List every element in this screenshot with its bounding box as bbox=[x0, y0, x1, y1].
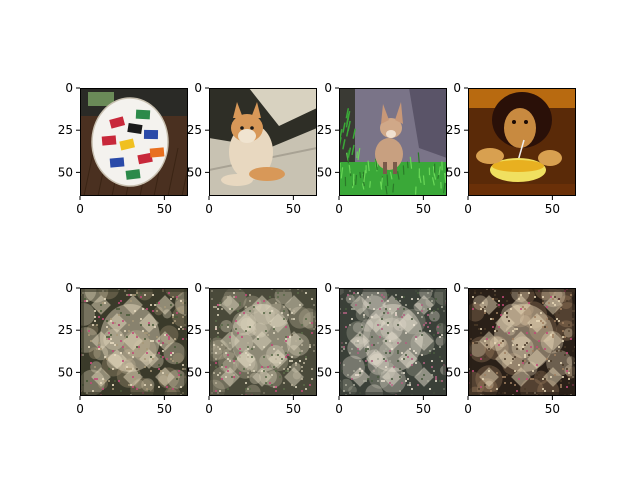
x-tick-label: 50 bbox=[416, 202, 431, 216]
subplot-1-1: 0 50 0 25 50 bbox=[80, 88, 188, 196]
y-tick-label: 50 bbox=[317, 365, 332, 379]
x-tick-label: 50 bbox=[416, 402, 431, 416]
panel-image-content bbox=[339, 88, 447, 196]
subplot-1-2: 0 50 0 25 50 bbox=[209, 88, 317, 196]
x-tick-label: 50 bbox=[286, 202, 301, 216]
subplot-2-3: 0 50 0 25 50 bbox=[339, 288, 447, 396]
y-tick-label: 50 bbox=[317, 165, 332, 179]
y-tick-label: 25 bbox=[446, 323, 461, 337]
y-tick-label: 25 bbox=[446, 123, 461, 137]
y-tick-label: 50 bbox=[58, 365, 73, 379]
y-tick-label: 50 bbox=[187, 365, 202, 379]
x-tick-label: 0 bbox=[335, 402, 343, 416]
y-tick-label: 0 bbox=[453, 281, 461, 295]
y-tick-label: 50 bbox=[187, 165, 202, 179]
y-tick-label: 25 bbox=[317, 323, 332, 337]
panel-image-content bbox=[70, 88, 192, 196]
subplot-1-3: 0 50 0 25 50 bbox=[339, 88, 447, 196]
panel-image-content bbox=[209, 88, 317, 196]
x-tick-label: 0 bbox=[205, 402, 213, 416]
x-tick-label: 0 bbox=[335, 202, 343, 216]
y-tick-label: 0 bbox=[324, 281, 332, 295]
y-tick-label: 25 bbox=[58, 123, 73, 137]
x-tick-label: 0 bbox=[76, 202, 84, 216]
y-tick-label: 50 bbox=[58, 165, 73, 179]
y-tick-label: 0 bbox=[65, 81, 73, 95]
subplot-2-4: 0 50 0 25 50 bbox=[468, 288, 576, 396]
x-tick-label: 50 bbox=[286, 402, 301, 416]
y-tick-label: 0 bbox=[453, 81, 461, 95]
y-tick-label: 0 bbox=[65, 281, 73, 295]
y-tick-label: 50 bbox=[446, 365, 461, 379]
y-tick-label: 25 bbox=[317, 123, 332, 137]
y-tick-label: 0 bbox=[194, 281, 202, 295]
y-tick-label: 25 bbox=[187, 123, 202, 137]
panel-image-content bbox=[204, 287, 321, 401]
x-tick-label: 50 bbox=[545, 202, 560, 216]
panel-image-content bbox=[458, 275, 580, 401]
subplot-2-1: 0 50 0 25 50 bbox=[80, 288, 188, 396]
panel-image-content bbox=[335, 284, 455, 402]
x-tick-label: 50 bbox=[157, 402, 172, 416]
subplot-2-2: 0 50 0 25 50 bbox=[209, 288, 317, 396]
x-tick-label: 0 bbox=[76, 402, 84, 416]
y-tick-label: 50 bbox=[446, 165, 461, 179]
x-tick-label: 0 bbox=[205, 202, 213, 216]
y-tick-label: 0 bbox=[194, 81, 202, 95]
y-tick-label: 0 bbox=[324, 81, 332, 95]
y-tick-label: 25 bbox=[58, 323, 73, 337]
panel-image-content bbox=[468, 88, 576, 196]
subplot-1-4: 0 50 0 25 50 bbox=[468, 88, 576, 196]
x-tick-label: 0 bbox=[464, 402, 472, 416]
x-tick-label: 50 bbox=[157, 202, 172, 216]
panel-image-content bbox=[72, 278, 198, 401]
x-tick-label: 50 bbox=[545, 402, 560, 416]
y-tick-label: 25 bbox=[187, 323, 202, 337]
x-tick-label: 0 bbox=[464, 202, 472, 216]
